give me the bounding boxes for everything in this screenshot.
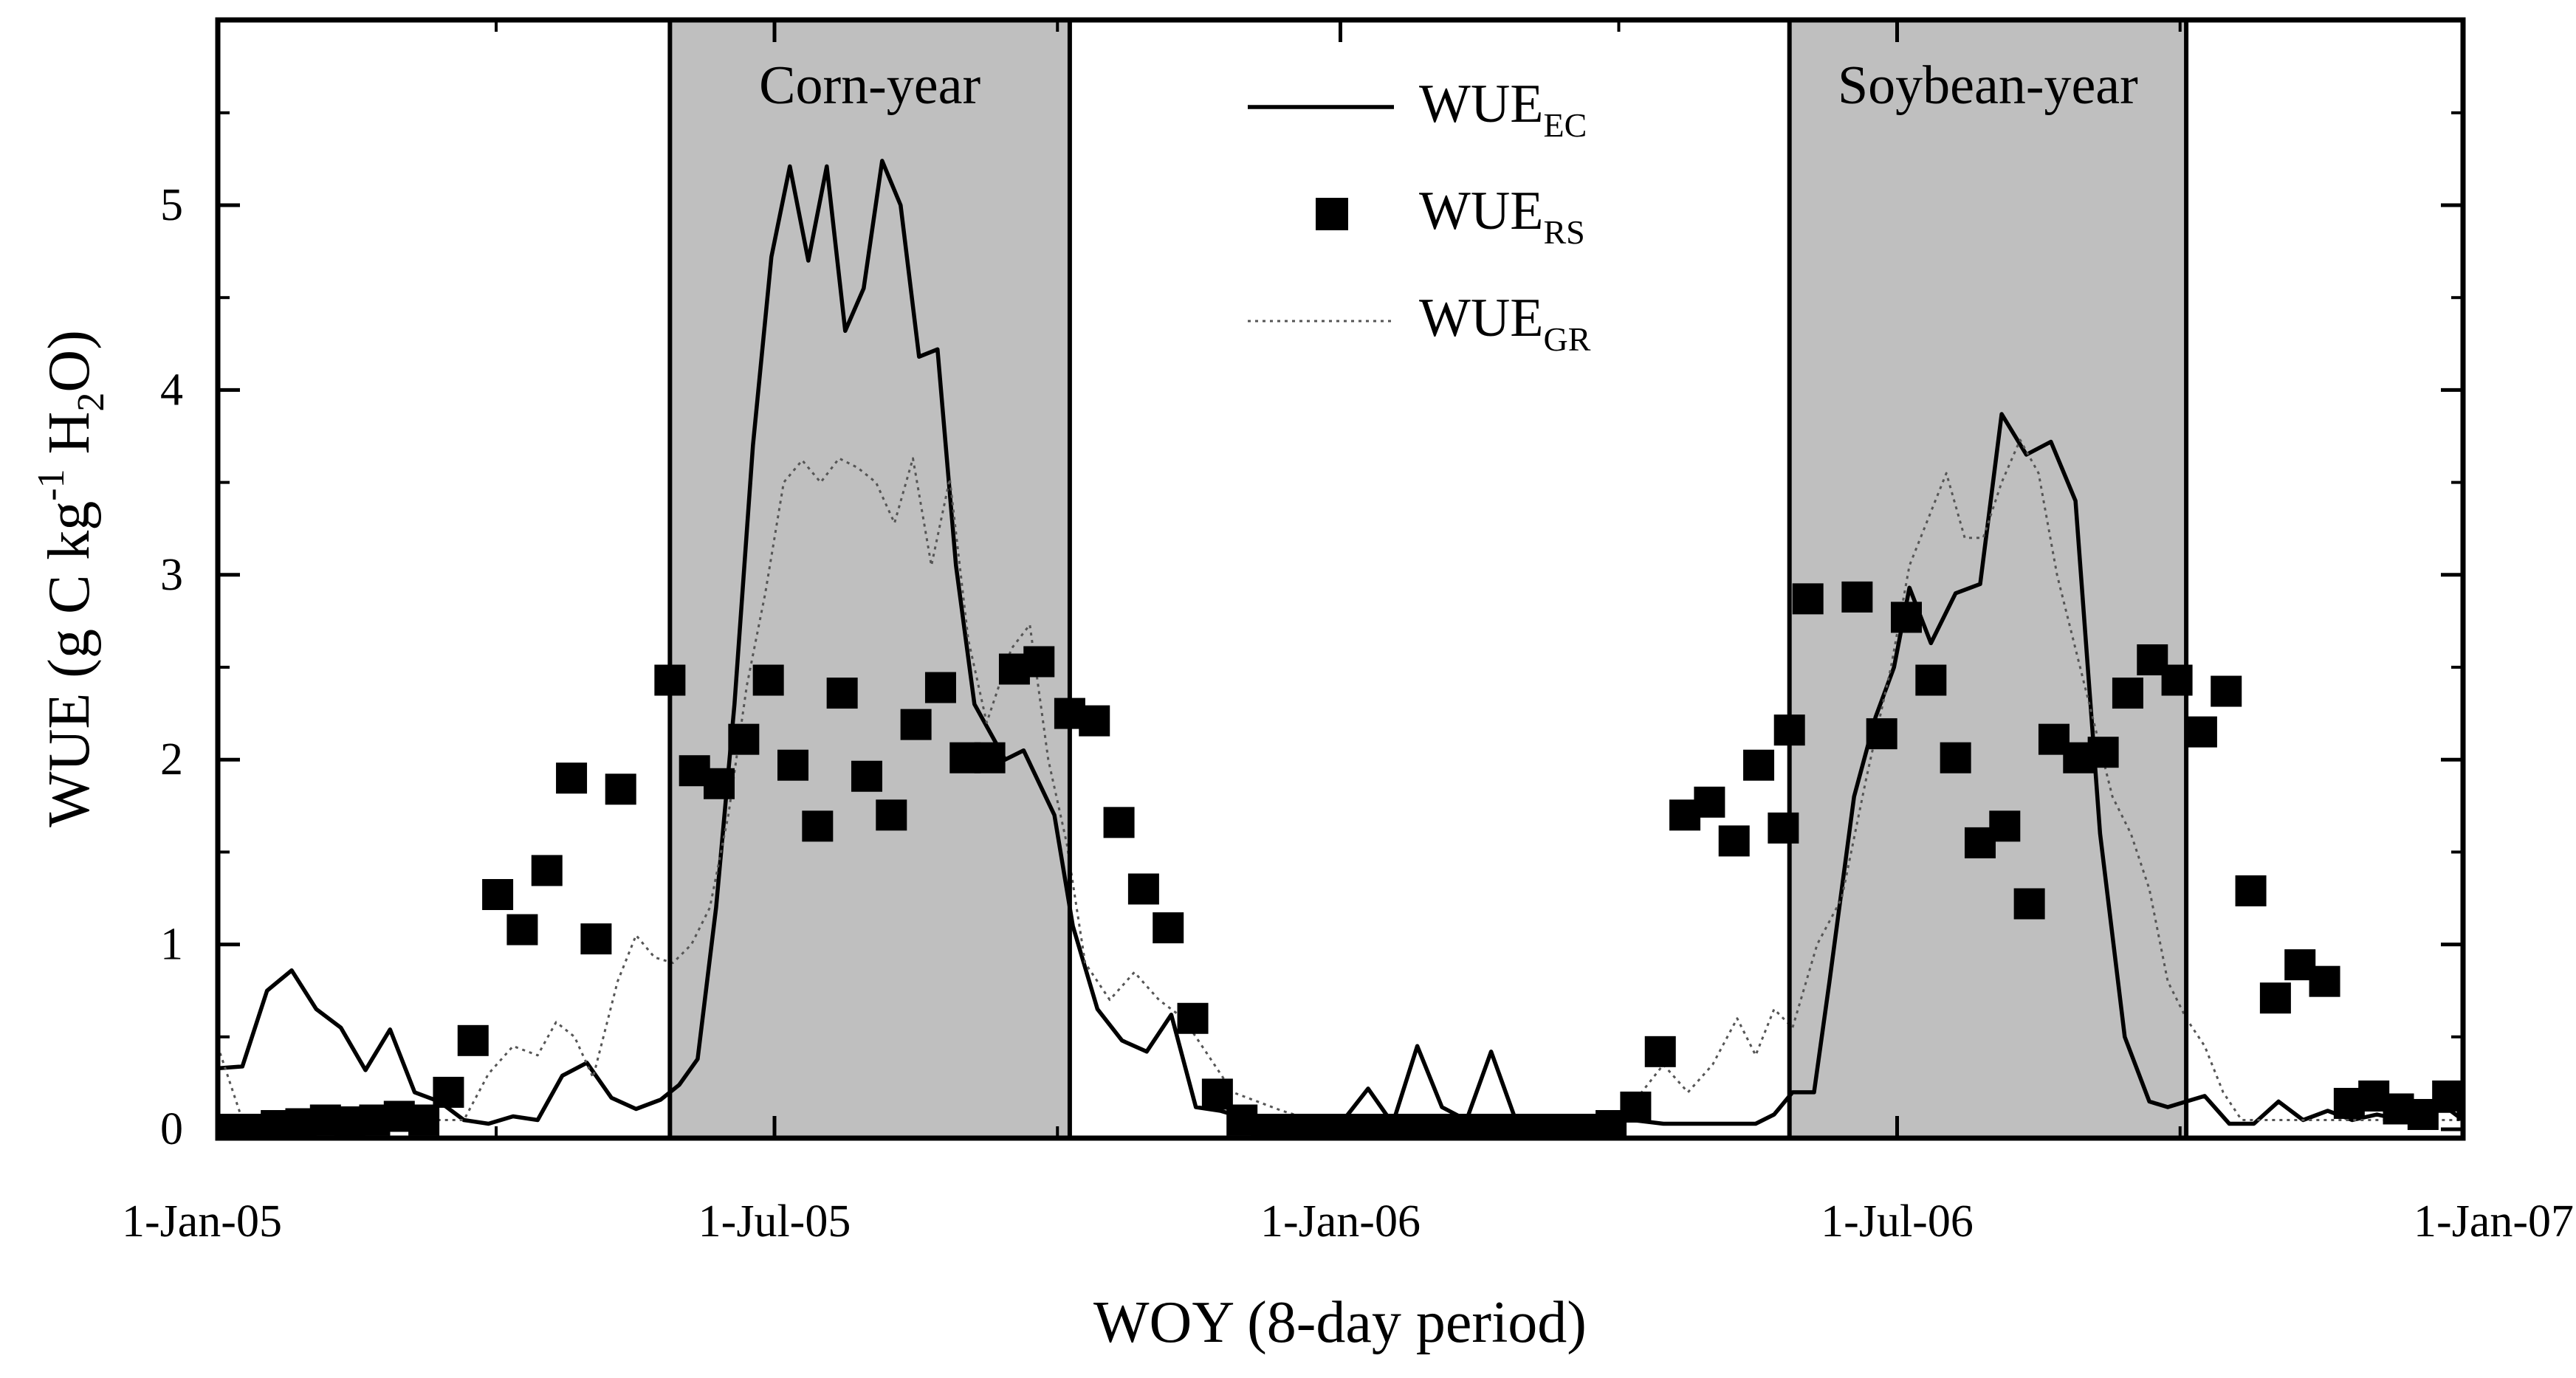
rs-marker-56 — [1620, 1091, 1652, 1123]
y-title-mid: H — [37, 412, 102, 469]
region-boundaries — [667, 20, 2189, 1138]
rs-marker-61 — [1743, 749, 1775, 781]
rs-marker-60 — [1718, 825, 1750, 857]
rs-marker-79 — [2185, 716, 2217, 748]
rs-marker-62 — [1768, 812, 1799, 844]
rs-marker-36 — [1127, 873, 1159, 905]
rs-marker-30 — [974, 742, 1006, 774]
rs-marker-90 — [2456, 1089, 2463, 1121]
y-tick-label-0: 0 — [160, 1104, 183, 1154]
y-title-pre: WUE (g C kg — [37, 501, 102, 827]
shaded-region-1 — [1789, 20, 2187, 1138]
legend-label-sub-1: RS — [1544, 213, 1585, 251]
region-label-0: Corn-year — [759, 55, 980, 116]
legend-swatch-1 — [1316, 198, 1348, 230]
region-labels: Corn-year Soybean-year — [759, 55, 2138, 116]
x-axis-title: WOY (8-day period) — [1093, 1290, 1587, 1355]
x-tick-label-0: 1-Jan-05 — [122, 1196, 282, 1247]
rs-marker-57 — [1644, 1036, 1676, 1067]
rs-marker-20 — [728, 723, 760, 755]
rs-marker-76 — [2112, 678, 2143, 709]
rs-marker-11 — [482, 878, 514, 910]
rs-marker-9 — [433, 1076, 464, 1108]
y-title-sup: -1 — [30, 469, 72, 500]
y-tick-label-1: 1 — [160, 920, 183, 970]
rs-marker-21 — [752, 664, 784, 696]
x-tick-label-2: 1-Jan-06 — [1260, 1196, 1421, 1247]
rs-marker-69 — [1940, 742, 1971, 774]
rs-marker-19 — [704, 768, 735, 799]
rs-marker-84 — [2309, 965, 2340, 997]
rs-marker-34 — [1079, 705, 1110, 737]
legend-label-0: WUEEC — [1419, 74, 1587, 144]
legend-label-base-2: WUE — [1419, 288, 1544, 348]
rs-marker-65 — [1841, 581, 1873, 613]
legend-label-1: WUERS — [1419, 181, 1585, 251]
rs-marker-82 — [2259, 982, 2291, 1014]
rs-marker-35 — [1103, 807, 1135, 838]
rs-marker-27 — [900, 709, 932, 740]
rs-marker-72 — [2013, 888, 2045, 920]
rs-marker-68 — [1915, 664, 1947, 696]
rs-marker-32 — [1023, 646, 1055, 678]
rs-marker-66 — [1866, 718, 1897, 750]
rs-marker-81 — [2235, 875, 2267, 906]
rs-marker-71 — [1989, 810, 2021, 842]
rs-marker-14 — [556, 762, 588, 794]
rs-marker-63 — [1792, 583, 1824, 615]
y-tick-label-2: 2 — [160, 734, 183, 785]
shaded-region-0 — [670, 20, 1070, 1138]
y-axis-title: WUE (g C kg-1 H2O) — [30, 330, 112, 827]
x-tick-label-1: 1-Jul-05 — [698, 1196, 851, 1247]
rs-marker-75 — [2087, 737, 2119, 768]
x-tick-label-3: 1-Jul-06 — [1821, 1196, 1974, 1247]
rs-marker-26 — [876, 799, 907, 831]
rs-marker-37 — [1153, 912, 1184, 944]
x-tick-label-4: 1-Jan-07 — [2414, 1196, 2574, 1247]
rs-marker-39 — [1201, 1078, 1233, 1110]
y-tick-label-3: 3 — [160, 550, 183, 600]
y-title-sub: 2 — [70, 393, 112, 412]
y-title-post: O) — [37, 330, 102, 392]
legend-label-base-1: WUE — [1419, 181, 1544, 241]
rs-marker-24 — [826, 678, 858, 709]
shaded-regions — [670, 20, 2187, 1138]
rs-marker-59 — [1694, 786, 1725, 818]
rs-marker-28 — [924, 672, 956, 703]
series-group — [218, 159, 2503, 1138]
rs-marker-10 — [457, 1024, 489, 1056]
legend-label-sub-2: GR — [1544, 320, 1591, 358]
legend-label-2: WUEGR — [1419, 288, 1591, 358]
rs-marker-25 — [851, 760, 882, 792]
rs-marker-23 — [802, 810, 834, 842]
rs-marker-16 — [605, 774, 636, 805]
region-label-1: Soybean-year — [1838, 55, 2138, 116]
legend-label-base-0: WUE — [1419, 74, 1544, 134]
rs-marker-12 — [506, 914, 538, 945]
rs-marker-80 — [2211, 675, 2242, 707]
rs-marker-8 — [408, 1104, 440, 1136]
axis-ticks: 0 1 2 3 4 5 1-Jan-05 1-Jul-05 1-Jan-06 1-Jul-06 1-… — [122, 20, 2574, 1247]
rs-marker-15 — [580, 923, 612, 955]
rs-marker-91 — [2472, 1077, 2503, 1108]
rs-marker-13 — [531, 855, 563, 886]
series-line-wue-gr — [218, 438, 2463, 1121]
y-tick-label-4: 4 — [160, 365, 183, 415]
rs-marker-67 — [1890, 602, 1922, 633]
rs-marker-38 — [1177, 1002, 1209, 1034]
y-tick-label-5: 5 — [160, 180, 183, 230]
legend-label-sub-0: EC — [1544, 106, 1587, 144]
rs-marker-22 — [777, 749, 808, 781]
